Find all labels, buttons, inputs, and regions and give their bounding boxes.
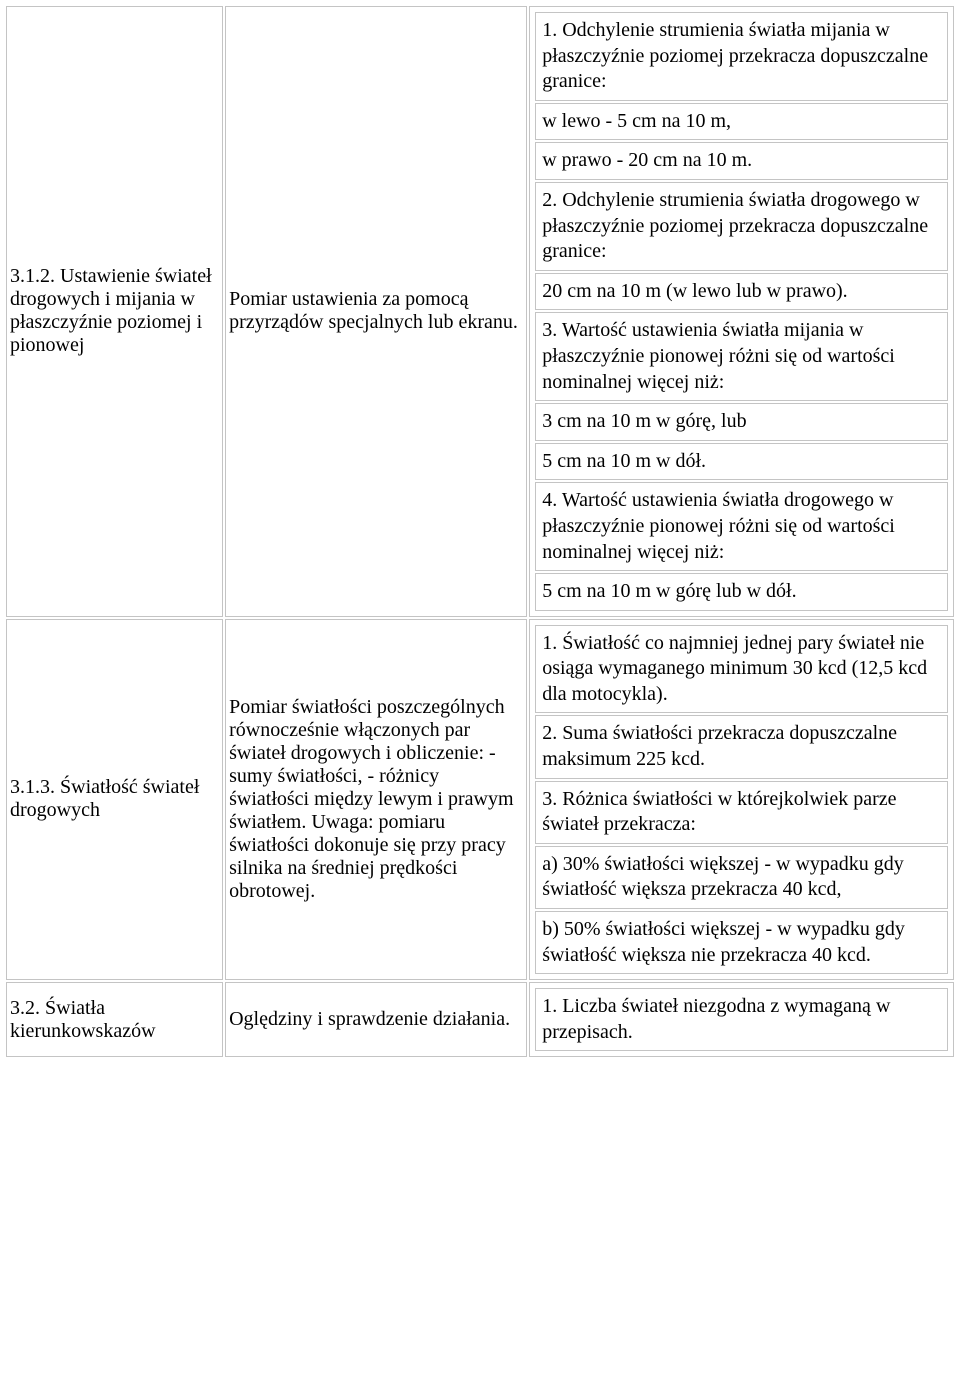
- criteria-list: 1. Światłość co najmniej jednej pary świ…: [533, 623, 950, 977]
- criteria-item: 3. Wartość ustawienia światła mijania w …: [535, 312, 948, 401]
- criteria-item: 2. Suma światłości przekracza dopuszczal…: [535, 715, 948, 778]
- criteria-item: 4. Wartość ustawienia światła drogowego …: [535, 482, 948, 571]
- criteria-item: b) 50% światłości większej - w wypadku g…: [535, 911, 948, 974]
- table-row: 3.2. Światła kierunkowskazów Oględziny i…: [6, 982, 954, 1057]
- criteria-item: 2. Odchylenie strumienia światła drogowe…: [535, 182, 948, 271]
- criteria-item: w prawo - 20 cm na 10 m.: [535, 142, 948, 180]
- document-table: 3.1.2. Ustawienie świateł drogowych i mi…: [4, 4, 956, 1059]
- cell-item: 3.1.2. Ustawienie świateł drogowych i mi…: [6, 6, 223, 617]
- table-row: 3.1.3. Światłość świateł drogowych Pomia…: [6, 619, 954, 981]
- criteria-item: 3 cm na 10 m w górę, lub: [535, 403, 948, 441]
- criteria-item: 1. Odchylenie strumienia światła mijania…: [535, 12, 948, 101]
- cell-method: Pomiar światłości poszczególnych równocz…: [225, 619, 527, 981]
- criteria-item: w lewo - 5 cm na 10 m,: [535, 103, 948, 141]
- criteria-item: a) 30% światłości większej - w wypadku g…: [535, 846, 948, 909]
- cell-item: 3.2. Światła kierunkowskazów: [6, 982, 223, 1057]
- criteria-item: 3. Różnica światłości w którejkolwiek pa…: [535, 781, 948, 844]
- cell-method: Oględziny i sprawdzenie działania.: [225, 982, 527, 1057]
- cell-item: 3.1.3. Światłość świateł drogowych: [6, 619, 223, 981]
- cell-criteria: 1. Światłość co najmniej jednej pary świ…: [529, 619, 954, 981]
- table-row: 3.1.2. Ustawienie świateł drogowych i mi…: [6, 6, 954, 617]
- criteria-item: 20 cm na 10 m (w lewo lub w prawo).: [535, 273, 948, 311]
- criteria-item: 5 cm na 10 m w górę lub w dół.: [535, 573, 948, 611]
- criteria-list: 1. Liczba świateł niezgodna z wymaganą w…: [533, 986, 950, 1053]
- cell-method: Pomiar ustawienia za pomocą przyrządów s…: [225, 6, 527, 617]
- cell-criteria: 1. Odchylenie strumienia światła mijania…: [529, 6, 954, 617]
- criteria-item: 5 cm na 10 m w dół.: [535, 443, 948, 481]
- criteria-item: 1. Światłość co najmniej jednej pary świ…: [535, 625, 948, 714]
- criteria-list: 1. Odchylenie strumienia światła mijania…: [533, 10, 950, 613]
- cell-criteria: 1. Liczba świateł niezgodna z wymaganą w…: [529, 982, 954, 1057]
- criteria-item: 1. Liczba świateł niezgodna z wymaganą w…: [535, 988, 948, 1051]
